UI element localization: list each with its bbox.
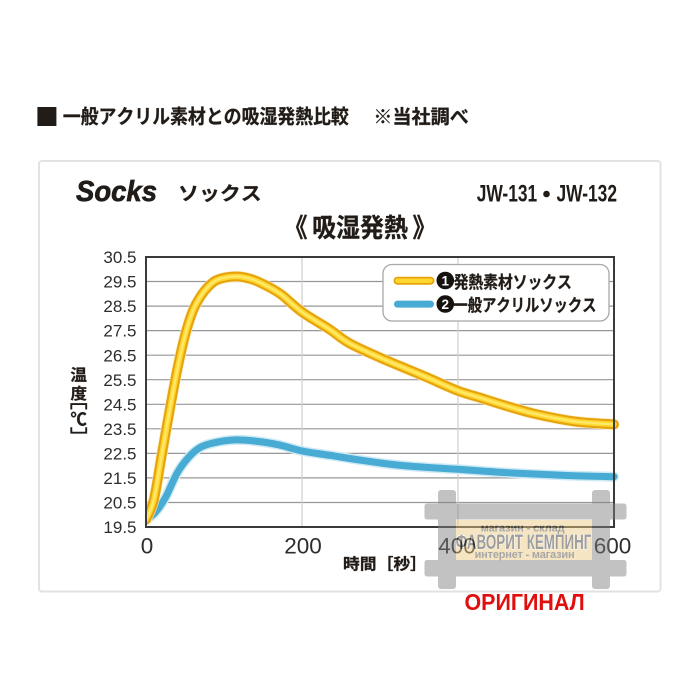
svg-text:400: 400 [438, 534, 476, 559]
svg-text:28.5: 28.5 [103, 297, 136, 316]
svg-text:26.5: 26.5 [103, 346, 136, 365]
svg-text:JW-131: JW-131 [477, 180, 538, 207]
svg-text:Socks: Socks [76, 176, 157, 208]
svg-text:2: 2 [442, 297, 450, 312]
svg-text:600: 600 [594, 534, 632, 559]
svg-text:ОРИГИНАЛ: ОРИГИНАЛ [465, 589, 585, 615]
svg-text:25.5: 25.5 [103, 371, 136, 390]
svg-text:21.5: 21.5 [103, 469, 136, 488]
svg-text:22.5: 22.5 [103, 445, 136, 464]
svg-text:1: 1 [442, 273, 450, 288]
svg-text:ФАВОРИТ КЕМПИНГ: ФАВОРИТ КЕМПИНГ [456, 531, 592, 554]
svg-text:29.5: 29.5 [103, 273, 136, 292]
svg-text:200: 200 [284, 534, 322, 559]
svg-text:30.5: 30.5 [103, 248, 136, 267]
svg-text:магазин - склад: магазин - склад [481, 523, 565, 535]
svg-text:24.5: 24.5 [103, 395, 136, 414]
svg-text:интернет - магазин: интернет - магазин [475, 549, 575, 561]
svg-text:23.5: 23.5 [103, 420, 136, 439]
svg-text:0: 0 [141, 534, 154, 559]
svg-text:27.5: 27.5 [103, 322, 136, 341]
svg-text:19.5: 19.5 [103, 518, 136, 537]
svg-text:JW-132: JW-132 [557, 180, 618, 207]
svg-text:20.5: 20.5 [103, 494, 136, 513]
